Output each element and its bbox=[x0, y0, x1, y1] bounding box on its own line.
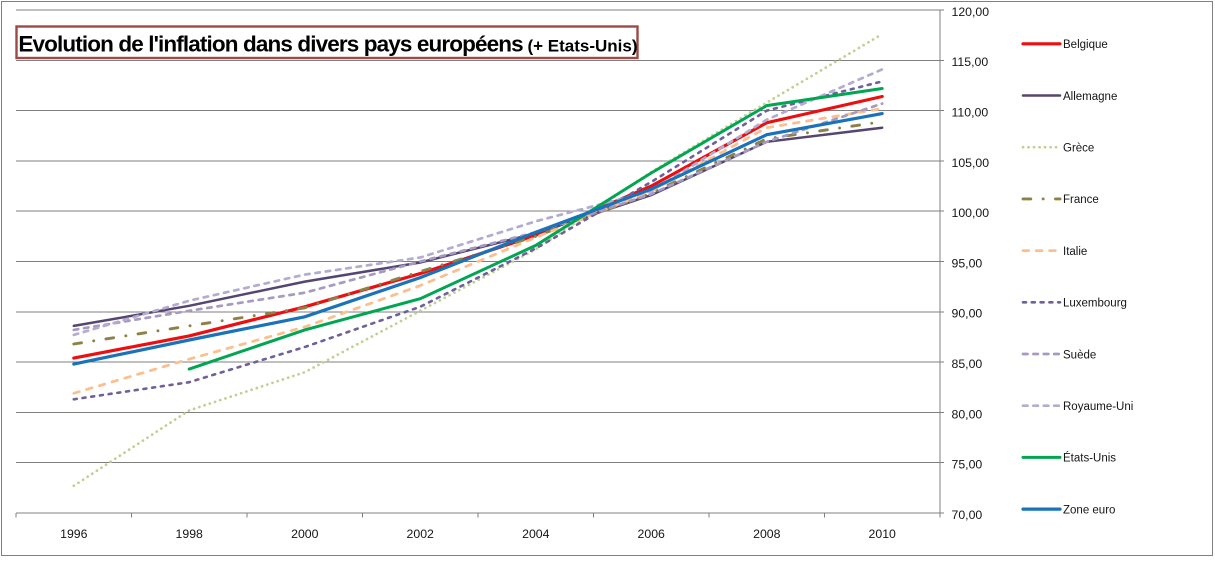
svg-text:90,00: 90,00 bbox=[952, 307, 983, 321]
svg-text:1996: 1996 bbox=[60, 527, 88, 541]
svg-text:États-Unis: États-Unis bbox=[1063, 452, 1116, 465]
svg-text:Grèce: Grèce bbox=[1063, 143, 1094, 155]
svg-text:120,00: 120,00 bbox=[952, 5, 990, 19]
svg-text:85,00: 85,00 bbox=[952, 357, 983, 371]
svg-text:2000: 2000 bbox=[291, 527, 319, 541]
svg-text:Luxembourg: Luxembourg bbox=[1063, 298, 1127, 310]
svg-text:105,00: 105,00 bbox=[952, 156, 990, 170]
svg-text:75,00: 75,00 bbox=[952, 458, 983, 472]
svg-text:2010: 2010 bbox=[869, 527, 897, 541]
svg-text:2004: 2004 bbox=[522, 527, 550, 541]
svg-text:70,00: 70,00 bbox=[952, 508, 983, 522]
svg-text:Belgique: Belgique bbox=[1063, 39, 1108, 51]
svg-text:2002: 2002 bbox=[407, 527, 435, 541]
svg-text:Italie: Italie bbox=[1063, 246, 1087, 258]
svg-text:Zone euro: Zone euro bbox=[1063, 504, 1115, 516]
svg-text:Suède: Suède bbox=[1063, 349, 1096, 361]
svg-text:France: France bbox=[1063, 194, 1099, 206]
svg-text:1998: 1998 bbox=[176, 527, 204, 541]
svg-text:80,00: 80,00 bbox=[952, 407, 983, 421]
svg-text:2006: 2006 bbox=[638, 527, 666, 541]
svg-text:100,00: 100,00 bbox=[952, 206, 990, 220]
svg-text:2008: 2008 bbox=[753, 527, 781, 541]
svg-text:Royaume-Uni: Royaume-Uni bbox=[1063, 401, 1133, 413]
svg-text:115,00: 115,00 bbox=[952, 55, 989, 69]
svg-text:Evolution de l'inflation dans: Evolution de l'inflation dans divers pay… bbox=[18, 32, 637, 57]
svg-text:95,00: 95,00 bbox=[952, 256, 983, 270]
svg-text:Allemagne: Allemagne bbox=[1063, 91, 1117, 103]
svg-text:110,00: 110,00 bbox=[952, 106, 989, 120]
